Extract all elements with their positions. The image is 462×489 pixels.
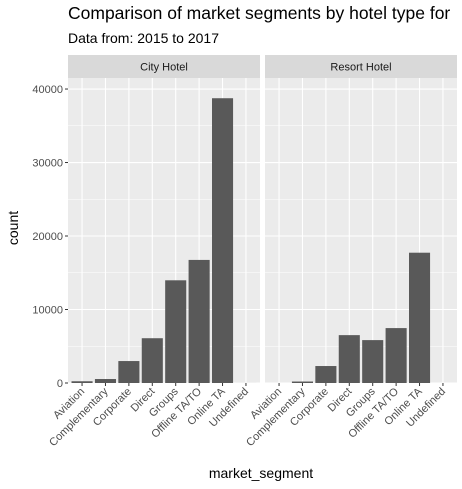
chart-subtitle: Data from: 2015 to 2017	[68, 30, 219, 46]
y-tick-label: 20000	[32, 231, 63, 243]
panel-1: Resort HotelAviationComplementaryCorpora…	[244, 55, 457, 449]
bar-online-ta	[409, 252, 431, 383]
bar-complementary	[291, 381, 313, 383]
x-axis-title: market_segment	[209, 465, 313, 481]
bar-complementary	[94, 379, 116, 383]
bar-corporate	[118, 361, 140, 383]
bar-offline-ta-to	[188, 259, 210, 383]
bar-direct	[141, 338, 163, 383]
bar-groups	[362, 340, 384, 383]
facet-strip	[265, 55, 457, 78]
bar-corporate	[315, 366, 337, 383]
bar-aviation	[71, 381, 93, 383]
facet-strip-label: City Hotel	[140, 62, 188, 74]
y-tick-label: 30000	[32, 158, 63, 170]
y-tick-label: 0	[57, 378, 63, 390]
panel-0: City HotelAviationComplementaryCorporate…	[47, 55, 260, 449]
bar-groups	[165, 280, 187, 383]
bar-direct	[338, 335, 360, 383]
bar-offline-ta-to	[385, 328, 407, 383]
facet-strip	[68, 55, 260, 78]
bar-online-ta	[212, 98, 234, 384]
facet-strip-label: Resort Hotel	[330, 62, 391, 74]
y-tick-label: 10000	[32, 305, 63, 317]
y-axis-title: count	[5, 211, 21, 245]
chart-title: Comparison of market segments by hotel t…	[68, 3, 451, 23]
y-tick-label: 40000	[32, 84, 63, 96]
